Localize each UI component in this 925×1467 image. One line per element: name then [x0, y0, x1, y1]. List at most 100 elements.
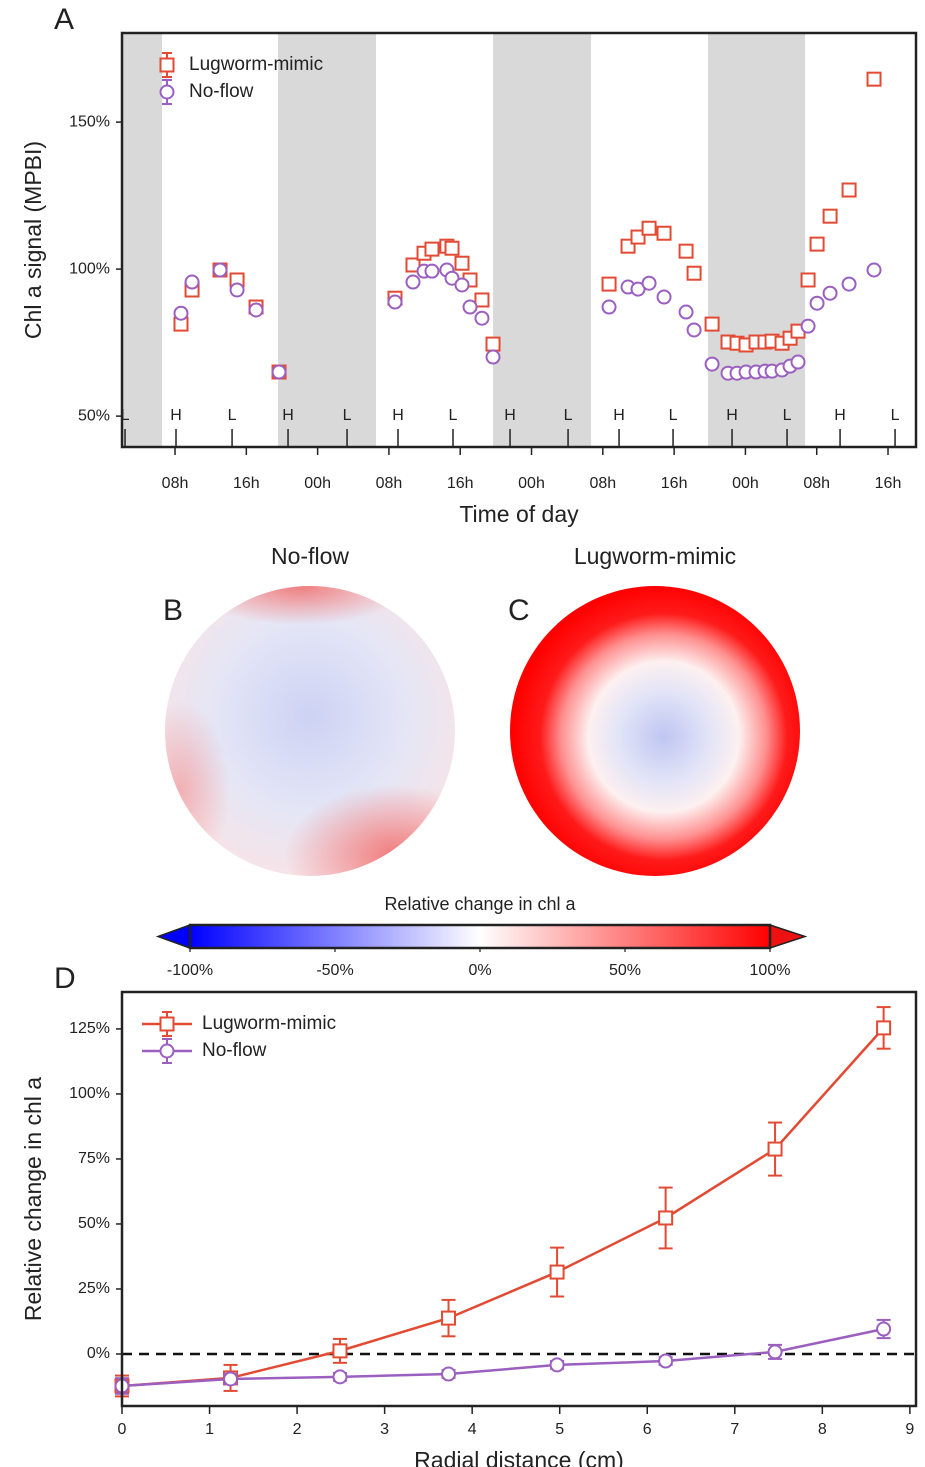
- data-point: [424, 241, 440, 257]
- tide-label: L: [121, 407, 130, 424]
- data-point: [630, 229, 646, 245]
- legend-label: No-flow: [202, 1040, 267, 1061]
- colorbar: [188, 923, 772, 950]
- y-tick-label: 100%: [69, 1085, 110, 1102]
- tide-label: L: [449, 407, 458, 424]
- night-band: [493, 33, 592, 447]
- data-point: [822, 285, 838, 301]
- data-point: [405, 274, 421, 290]
- plot-frame: [120, 990, 918, 1408]
- data-point: [641, 275, 657, 291]
- data-point: [441, 1310, 457, 1326]
- series-line: [121, 1027, 885, 1388]
- data-point: [678, 243, 694, 259]
- tide-label: H: [504, 407, 516, 424]
- tide-label: H: [392, 407, 404, 424]
- panel-letter: D: [54, 962, 76, 995]
- data-point: [248, 302, 264, 318]
- legend-label: No-flow: [189, 81, 254, 102]
- heatmap-b: [165, 586, 455, 876]
- colorbar-tick-label: 100%: [750, 962, 791, 979]
- x-tick-label: 00h: [518, 475, 545, 492]
- y-tick-label: 100%: [69, 260, 110, 277]
- y-tick-label: 150%: [69, 113, 110, 130]
- data-point: [271, 364, 287, 380]
- data-point: [800, 272, 816, 288]
- data-point: [658, 1210, 674, 1226]
- x-tick-label: 08h: [162, 475, 189, 492]
- night-band: [707, 33, 806, 447]
- data-point: [405, 257, 421, 273]
- data-point: [485, 349, 501, 365]
- data-point: [809, 236, 825, 252]
- legend-marker: [159, 1043, 175, 1059]
- data-point: [441, 1366, 457, 1382]
- x-tick-label: 1: [205, 1421, 214, 1438]
- tide-label: H: [834, 407, 846, 424]
- x-tick-label: 16h: [233, 475, 260, 492]
- data-point: [462, 299, 478, 315]
- data-point: [876, 1321, 892, 1337]
- x-tick-label: 08h: [589, 475, 616, 492]
- heatmap-title: No-flow: [271, 543, 349, 569]
- series-line: [121, 1327, 884, 1388]
- y-tick-label: 0%: [87, 1345, 110, 1362]
- data-point: [876, 1020, 892, 1036]
- data-point: [549, 1264, 565, 1280]
- legend-marker: [159, 1016, 175, 1032]
- tide-label: L: [228, 407, 237, 424]
- x-axis-label: Radial distance (cm): [414, 1447, 624, 1467]
- data-point: [485, 336, 501, 352]
- x-tick-label: 08h: [376, 475, 403, 492]
- plot-frame: [120, 31, 918, 449]
- tide-label: L: [343, 407, 352, 424]
- y-axis-label: Chl a signal (MPBI): [20, 141, 46, 339]
- data-point: [866, 262, 882, 278]
- data-point: [601, 299, 617, 315]
- data-point: [841, 276, 857, 292]
- panel-letter: A: [54, 3, 74, 36]
- x-tick-label: 0: [118, 1421, 127, 1438]
- night-band: [278, 33, 377, 447]
- y-tick-label: 125%: [69, 1020, 110, 1037]
- x-tick-label: 4: [468, 1421, 477, 1438]
- colorbar-tick-label: 50%: [609, 962, 641, 979]
- data-point: [387, 294, 403, 310]
- tide-label: H: [282, 407, 294, 424]
- x-tick-label: 8: [818, 1421, 827, 1438]
- colorbar-tick-label: -50%: [316, 962, 353, 979]
- legend-marker: [159, 57, 175, 73]
- data-point: [704, 356, 720, 372]
- data-point: [686, 265, 702, 281]
- tide-label: L: [564, 407, 573, 424]
- tide-label: H: [726, 407, 738, 424]
- x-tick-label: 08h: [803, 475, 830, 492]
- data-point: [809, 295, 825, 311]
- panel-letter: C: [508, 594, 530, 627]
- data-point: [704, 316, 720, 332]
- colorbar-tick-label: 0%: [468, 962, 491, 979]
- data-point: [474, 292, 490, 308]
- data-point: [454, 255, 470, 271]
- data-point: [656, 289, 672, 305]
- data-point: [767, 1141, 783, 1157]
- night-band: [122, 33, 163, 447]
- colorbar-tick-label: -100%: [167, 962, 213, 979]
- tide-label: L: [783, 407, 792, 424]
- data-point: [656, 225, 672, 241]
- y-tick-label: 25%: [78, 1280, 110, 1297]
- data-point: [474, 310, 490, 326]
- data-point: [212, 262, 228, 278]
- y-tick-label: 75%: [78, 1150, 110, 1167]
- tide-label: H: [170, 407, 182, 424]
- x-tick-label: 00h: [732, 475, 759, 492]
- data-point: [229, 282, 245, 298]
- data-point: [184, 274, 200, 290]
- legend-marker: [159, 84, 175, 100]
- colorbar-extend-low: [155, 923, 191, 950]
- data-point: [641, 220, 657, 236]
- data-point: [678, 304, 694, 320]
- x-tick-label: 6: [643, 1421, 652, 1438]
- tide-label: H: [613, 407, 625, 424]
- legend-label: Lugworm-mimic: [202, 1013, 336, 1034]
